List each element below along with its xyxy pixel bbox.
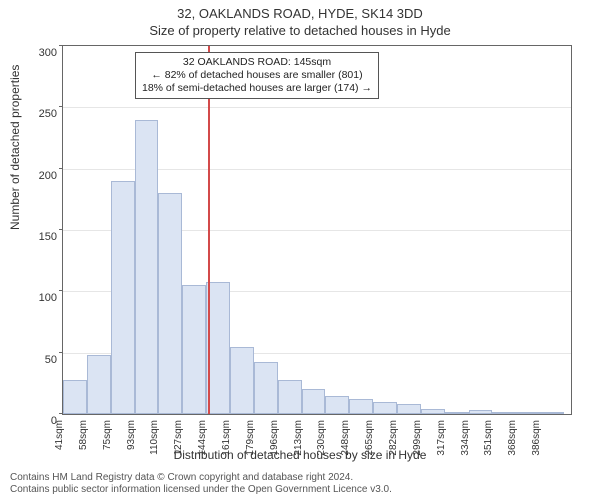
- histogram-bar: [278, 380, 302, 414]
- y-tick-label: 300: [39, 47, 57, 59]
- annotation-box: 32 OAKLANDS ROAD: 145sqm ← 82% of detach…: [135, 52, 379, 99]
- y-tick-mark: [59, 168, 63, 169]
- y-axis-label: Number of detached properties: [8, 65, 22, 230]
- histogram-bar: [373, 402, 397, 414]
- footer-line-1: Contains HM Land Registry data © Crown c…: [10, 472, 392, 484]
- y-tick-label: 50: [45, 354, 57, 366]
- histogram-bar: [87, 355, 111, 414]
- y-tick-mark: [59, 352, 63, 353]
- y-tick-label: 150: [39, 231, 57, 243]
- footer-attribution: Contains HM Land Registry data © Crown c…: [10, 472, 392, 496]
- histogram-bar: [540, 412, 564, 414]
- y-tick-mark: [59, 229, 63, 230]
- histogram-bar: [158, 193, 182, 414]
- histogram-bar: [111, 181, 135, 414]
- y-tick-mark: [59, 106, 63, 107]
- x-axis-label: Distribution of detached houses by size …: [0, 448, 600, 462]
- histogram-bar: [254, 362, 278, 414]
- annotation-line-2: ← 82% of detached houses are smaller (80…: [142, 69, 372, 82]
- histogram-bar: [397, 404, 421, 414]
- annotation-line-3: 18% of semi-detached houses are larger (…: [142, 82, 372, 95]
- y-tick-label: 200: [39, 170, 57, 182]
- x-tick-label: 75sqm: [102, 420, 113, 450]
- histogram-bar: [182, 285, 206, 414]
- histogram-bar: [135, 120, 159, 414]
- page-subtitle: Size of property relative to detached ho…: [0, 21, 600, 38]
- y-tick-mark: [59, 290, 63, 291]
- histogram-bar: [230, 347, 254, 414]
- x-tick-label: 41sqm: [54, 420, 65, 450]
- chart-plot-area: 05010015020025030041sqm58sqm75sqm93sqm11…: [62, 45, 572, 415]
- footer-line-2: Contains public sector information licen…: [10, 484, 392, 496]
- histogram-bar: [516, 412, 540, 414]
- x-tick-label: 93sqm: [126, 420, 137, 450]
- y-tick-label: 250: [39, 108, 57, 120]
- reference-line: [208, 46, 210, 414]
- y-tick-label: 100: [39, 292, 57, 304]
- gridline-h: [63, 107, 571, 108]
- y-tick-mark: [59, 45, 63, 46]
- histogram-bar: [63, 380, 87, 414]
- histogram-bar: [302, 389, 326, 414]
- x-tick-label: 58sqm: [78, 420, 89, 450]
- histogram-bar: [349, 399, 373, 414]
- histogram-bar: [492, 412, 516, 414]
- histogram-bar: [469, 410, 493, 414]
- histogram-bar: [421, 409, 445, 414]
- annotation-line-1: 32 OAKLANDS ROAD: 145sqm: [142, 56, 372, 69]
- histogram-bar: [445, 412, 469, 414]
- page-title-address: 32, OAKLANDS ROAD, HYDE, SK14 3DD: [0, 0, 600, 21]
- histogram-bar: [325, 396, 349, 414]
